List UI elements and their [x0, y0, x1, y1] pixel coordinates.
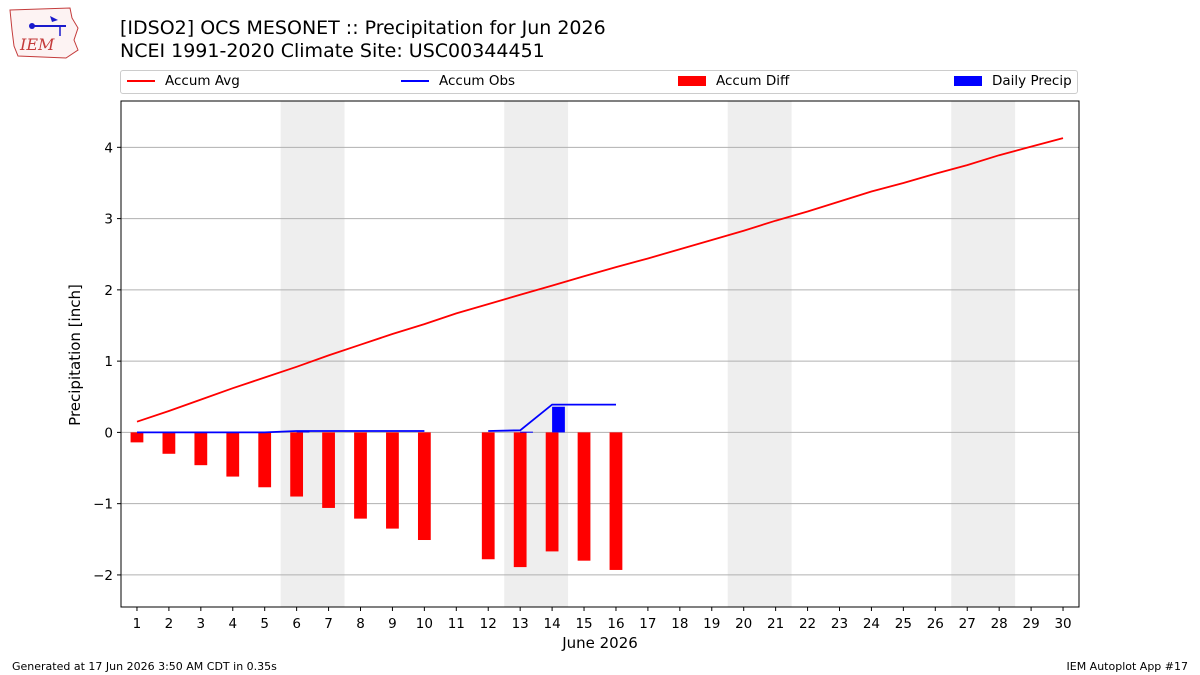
x-tick-label: 17 [639, 616, 656, 632]
x-tick-label: 14 [544, 616, 561, 632]
x-tick-label: 9 [388, 616, 397, 632]
plot-frame [120, 100, 1080, 608]
accum-diff-bar [194, 432, 208, 466]
accum-diff-bar [386, 432, 399, 529]
x-tick-label: 1 [133, 616, 142, 632]
x-tick-label: 24 [863, 616, 880, 632]
x-tick-label: 19 [703, 616, 720, 632]
legend: Accum Avg Accum Obs Accum Diff Daily Pre… [120, 70, 1078, 94]
legend-swatch-accum-diff [678, 76, 706, 86]
x-tick-label: 12 [480, 616, 497, 632]
weekend-shade-2 [727, 101, 792, 607]
accum-diff-bar [577, 432, 591, 561]
daily-precip-bar [552, 406, 565, 433]
x-tick-label: 2 [165, 616, 174, 632]
legend-label-accum-avg: Accum Avg [165, 73, 240, 89]
x-tick-label: 6 [292, 616, 301, 632]
accum-diff-bar [322, 432, 335, 508]
accum-diff-bar [290, 432, 304, 497]
x-tick-label: 30 [1054, 616, 1071, 632]
y-axis-label: Precipitation [inch] [66, 284, 84, 426]
x-tick-label: 10 [416, 616, 433, 632]
x-tick-label: 28 [991, 616, 1008, 632]
legend-label-accum-diff: Accum Diff [716, 73, 790, 89]
x-tick-label: 22 [799, 616, 816, 632]
chart-subtitle: NCEI 1991-2020 Climate Site: USC00344451 [120, 40, 545, 62]
x-axis-label: June 2026 [562, 634, 638, 652]
y-tick-label: 4 [104, 140, 113, 156]
daily-precip-bar [520, 431, 533, 433]
x-tick-label: 8 [356, 616, 365, 632]
weekend-shade-3 [951, 101, 1016, 607]
y-tick-label: 0 [104, 425, 113, 441]
x-tick-label: 3 [197, 616, 206, 632]
accum-diff-bar [162, 432, 176, 454]
legend-swatch-accum-obs [401, 80, 429, 82]
accum-obs-line [488, 403, 616, 432]
x-tick-label: 26 [927, 616, 944, 632]
x-tick-label: 13 [512, 616, 529, 632]
y-tick-label: 3 [104, 212, 113, 228]
svg-text:IEM: IEM [19, 35, 55, 54]
x-tick-label: 5 [260, 616, 269, 632]
x-tick-label: 11 [448, 616, 465, 632]
x-tick-label: 20 [735, 616, 752, 632]
chart-title: [IDSO2] OCS MESONET :: Precipitation for… [120, 17, 606, 39]
y-tick-label: 2 [104, 283, 113, 299]
accum-diff-bar [130, 432, 144, 443]
iem-logo: IEM [9, 7, 79, 59]
legend-label-accum-obs: Accum Obs [439, 73, 516, 89]
legend-item-accum-obs: Accum Obs [401, 73, 515, 89]
y-tick-label: −1 [93, 497, 113, 513]
y-tick-label: 1 [104, 354, 113, 370]
legend-swatch-daily-precip [954, 76, 982, 86]
accum-diff-bar [481, 432, 495, 560]
legend-label-daily-precip: Daily Precip [992, 73, 1072, 89]
legend-item-daily-precip: Daily Precip [954, 73, 1072, 89]
x-tick-label: 23 [831, 616, 848, 632]
x-tick-label: 15 [575, 616, 592, 632]
x-tick-label: 4 [228, 616, 237, 632]
generated-timestamp: Generated at 17 Jun 2026 3:50 AM CDT in … [12, 660, 277, 673]
y-tick-label: −2 [93, 568, 113, 584]
accum-avg-line [136, 137, 1064, 423]
x-tick-label: 27 [959, 616, 976, 632]
x-tick-label: 29 [1023, 616, 1040, 632]
accum-diff-bar [609, 432, 623, 570]
x-tick-label: 16 [607, 616, 624, 632]
legend-item-accum-diff: Accum Diff [678, 73, 789, 89]
accum-diff-bar [513, 432, 527, 568]
x-tick-label: 21 [767, 616, 784, 632]
accum-diff-bar [226, 432, 240, 477]
accum-diff-bar [354, 432, 367, 519]
legend-item-accum-avg: Accum Avg [127, 73, 240, 89]
x-tick-label: 25 [895, 616, 912, 632]
legend-swatch-accum-avg [127, 80, 155, 82]
accum-obs-line [137, 430, 425, 434]
app-id-label: IEM Autoplot App #17 [1066, 660, 1189, 673]
accum-diff-bar [258, 432, 272, 488]
accum-diff-bar [545, 432, 559, 552]
x-tick-label: 7 [324, 616, 333, 632]
x-tick-label: 18 [671, 616, 688, 632]
accum-diff-bar [417, 432, 431, 541]
